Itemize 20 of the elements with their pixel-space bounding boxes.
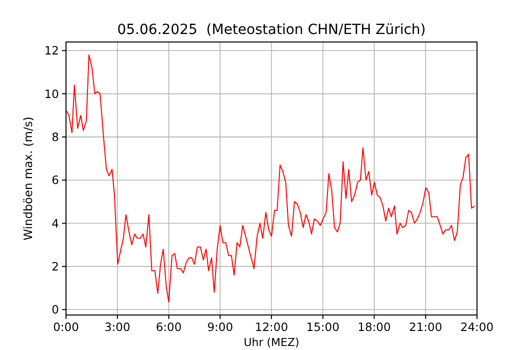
x-tick-label: 15:00 (306, 320, 340, 334)
x-tick-label: 24:00 (460, 320, 494, 334)
y-tick-label: 8 (52, 130, 59, 144)
x-tick-label: 6:00 (156, 320, 182, 334)
chart-title: 05.06.2025 (Meteostation CHN/ETH Zürich) (117, 22, 426, 38)
x-tick-label: 12:00 (254, 320, 288, 334)
x-tick-label: 3:00 (104, 320, 130, 334)
y-tick-label: 2 (52, 259, 59, 274)
y-tick-label: 10 (44, 86, 59, 101)
x-tick-label: 21:00 (409, 320, 442, 334)
y-tick-label: 4 (52, 216, 59, 230)
y-tick-label: 6 (52, 173, 59, 188)
y-axis-title: Windböen max. (m/s) (21, 116, 35, 240)
x-axis-title: Uhr (MEZ) (244, 336, 300, 349)
y-tick-label: 0 (52, 302, 59, 317)
line-series (66, 54, 476, 303)
x-tick-label: 0:00 (53, 320, 79, 334)
x-tick-label: 9:00 (207, 320, 234, 334)
x-tick-label: 18:00 (358, 320, 391, 334)
y-tick-label: 12 (44, 44, 59, 58)
